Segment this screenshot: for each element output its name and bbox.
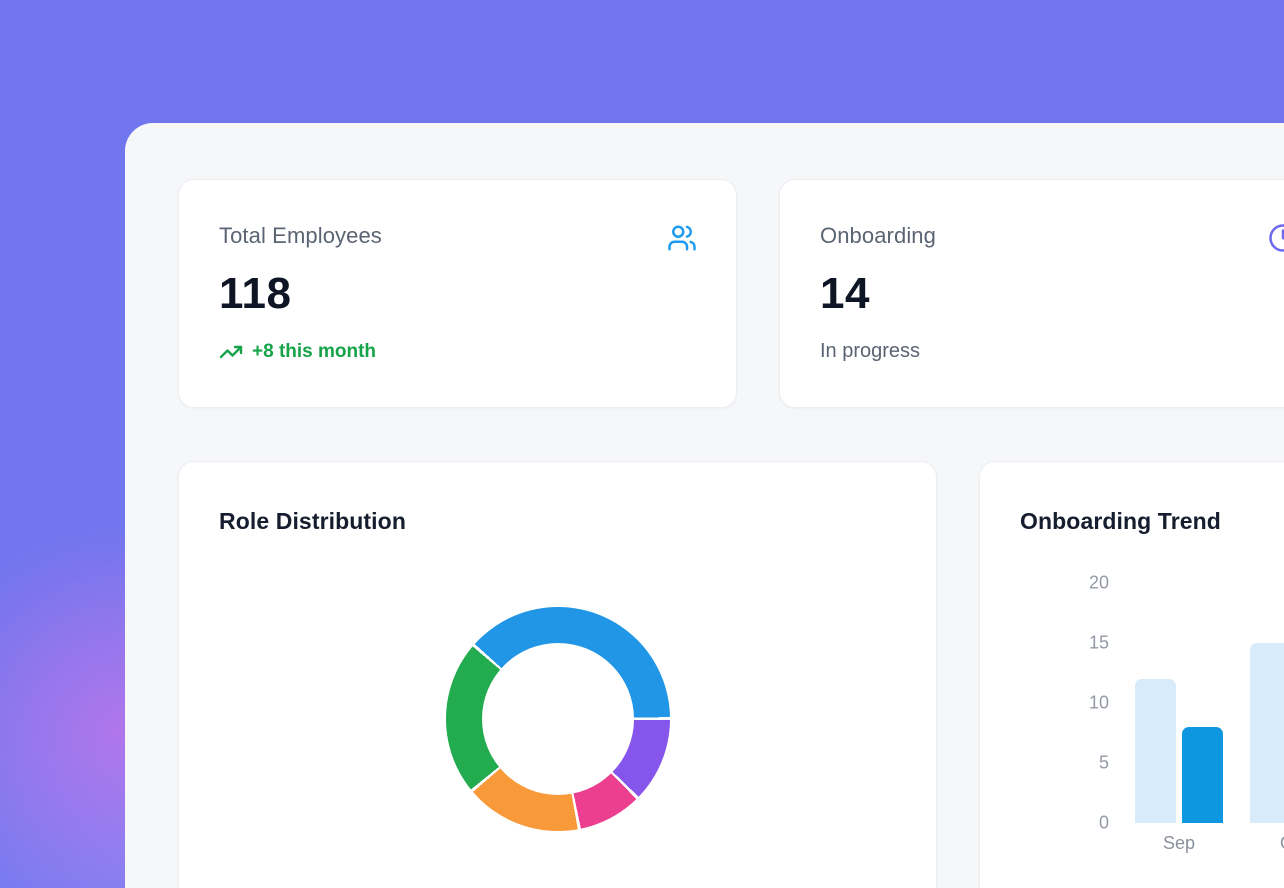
x-axis-label: Sep bbox=[1162, 833, 1196, 853]
total-employees-card: Total Employees 118 +8 this month bbox=[178, 179, 737, 408]
light-blue-bars-sep[interactable] bbox=[1135, 679, 1176, 823]
stats-row: Total Employees 118 +8 this month Onboar… bbox=[178, 179, 1284, 408]
clock-icon bbox=[1268, 223, 1284, 253]
trend-text: +8 this month bbox=[252, 341, 377, 362]
onboarding-trend-card: Onboarding Trend 20 15 10 5 0 Sep Oct bbox=[979, 461, 1284, 888]
dashboard-panel: Total Employees 118 +8 this month Onboar… bbox=[125, 123, 1284, 888]
y-axis-tick: 15 bbox=[1088, 632, 1109, 653]
x-axis-label: Oct bbox=[1250, 833, 1284, 854]
users-icon bbox=[667, 223, 697, 253]
onboarding-card: Onboarding 14 In progress bbox=[779, 179, 1284, 408]
chart-title: Onboarding Trend bbox=[1020, 508, 1221, 534]
donut-wrap bbox=[219, 607, 896, 831]
y-axis-tick: 0 bbox=[1098, 812, 1109, 833]
y-axis-tick: 20 bbox=[1088, 572, 1109, 593]
role-distribution-donut[interactable] bbox=[445, 607, 670, 831]
stat-trend: +8 this month bbox=[219, 340, 696, 364]
role-distribution-card: Role Distribution bbox=[178, 461, 937, 888]
stat-value: 118 bbox=[219, 269, 292, 318]
stat-status: In progress bbox=[820, 340, 921, 362]
light-blue-bars-oct[interactable] bbox=[1250, 643, 1284, 823]
trending-up-icon bbox=[219, 340, 243, 364]
charts-row: Role Distribution Onboarding Trend 20 15 1… bbox=[178, 461, 1284, 888]
dark-blue-bars-sep[interactable] bbox=[1182, 727, 1223, 823]
stat-value: 14 bbox=[820, 269, 870, 318]
stat-label: Total Employees bbox=[219, 223, 382, 248]
y-axis-tick: 10 bbox=[1088, 692, 1109, 713]
chart-title: Role Distribution bbox=[219, 508, 406, 534]
y-axis-tick: 5 bbox=[1098, 752, 1109, 773]
stat-label: Onboarding bbox=[820, 223, 936, 248]
onboarding-trend-chart: 20 15 10 5 0 Sep Oct bbox=[980, 462, 1284, 888]
